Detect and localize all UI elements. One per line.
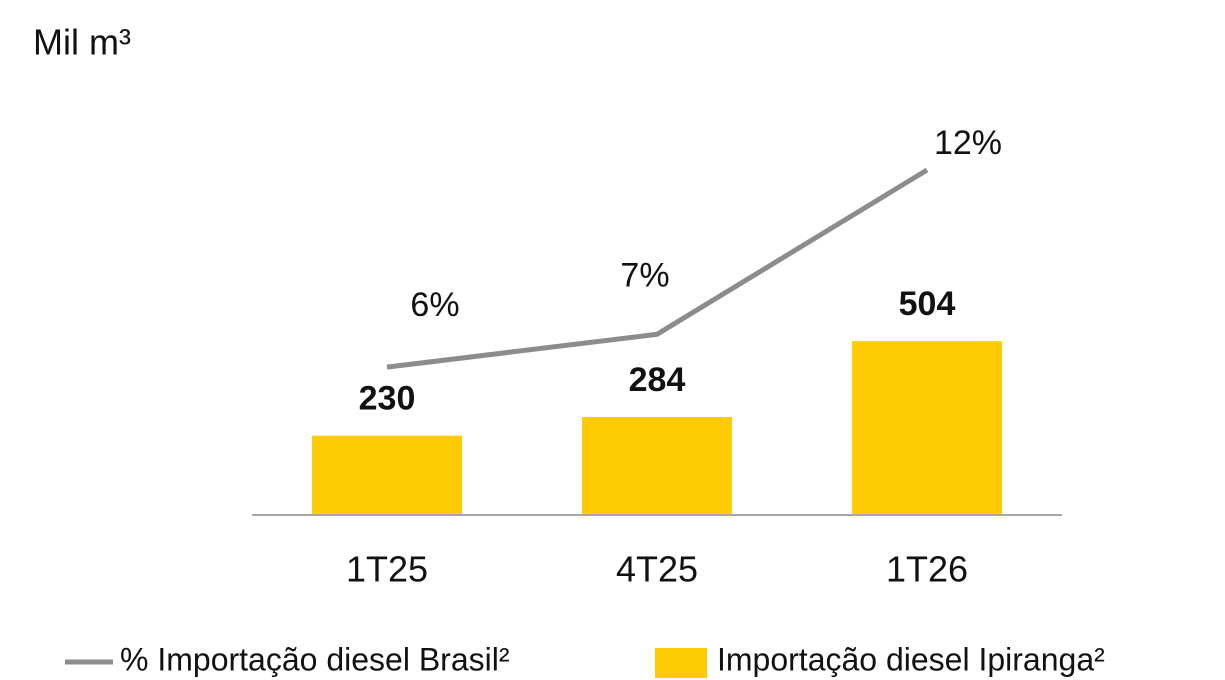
x-tick-label: 4T25 [616,549,698,590]
line [386,167,929,370]
legend-label: % Importação diesel Brasil² [120,641,510,677]
bar [852,341,1002,515]
bar [312,435,462,515]
data-label: 230 [359,380,416,418]
x-tick-label: 1T25 [346,549,428,590]
bar [582,417,732,515]
chart-title: Mil m³ [33,22,131,63]
data-label: 284 [629,361,686,399]
data-label: 504 [899,285,956,323]
legend-swatch [655,648,707,678]
line-label: 6% [410,286,459,324]
x-tick-label: 1T26 [886,549,968,590]
legend-label: Importação diesel Ipiranga² [717,641,1105,677]
line-label: 12% [934,124,1002,162]
line-label: 7% [620,256,669,294]
